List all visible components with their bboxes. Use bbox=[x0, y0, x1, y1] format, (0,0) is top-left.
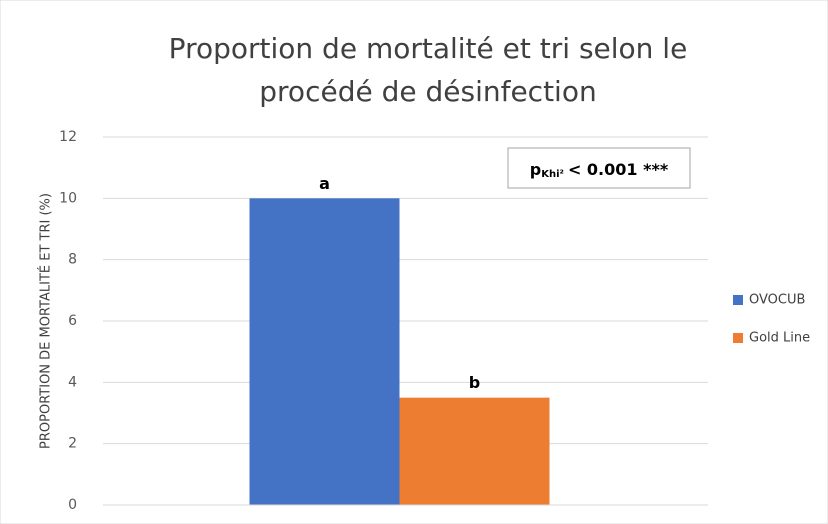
y-axis-label: PROPORTION DE MORTALITÉ ET TRI (%) bbox=[38, 193, 54, 449]
y-tick-label: 10 bbox=[59, 190, 77, 206]
annotation: pKhi² < 0.001 *** bbox=[530, 160, 669, 181]
annotation-box bbox=[507, 147, 691, 189]
bar bbox=[249, 198, 400, 506]
y-tick-label: 0 bbox=[68, 497, 77, 513]
bar-label: b bbox=[469, 373, 480, 392]
bar bbox=[399, 397, 550, 505]
annotation-suffix: < 0.001 *** bbox=[568, 160, 669, 179]
y-tick-label: 4 bbox=[68, 374, 77, 390]
y-tick-label: 12 bbox=[59, 129, 77, 145]
annotation-text: p bbox=[530, 160, 541, 179]
legend-label: Gold Line bbox=[749, 331, 810, 346]
legend-swatch bbox=[733, 333, 743, 343]
chart-title: procédé de désinfection bbox=[259, 75, 596, 108]
annotation-subscript: Khi² bbox=[541, 169, 564, 180]
y-tick-label: 2 bbox=[68, 436, 77, 452]
bar-label: a bbox=[319, 174, 330, 193]
y-tick-label: 6 bbox=[68, 313, 77, 329]
y-tick-label: 8 bbox=[68, 252, 77, 268]
chart-title: Proportion de mortalité et tri selon le bbox=[169, 32, 688, 65]
legend-label: OVOCUB bbox=[749, 293, 805, 308]
legend-swatch bbox=[733, 295, 743, 305]
